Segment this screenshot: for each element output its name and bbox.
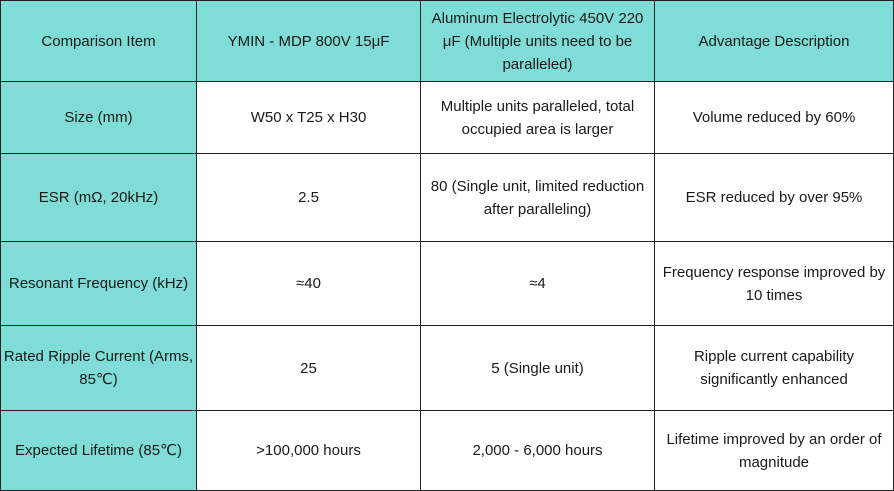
cell-size-aluminum: Multiple units paralleled, total occupie…	[420, 81, 655, 154]
cell-ripple-advantage: Ripple current capability significantly …	[654, 325, 894, 411]
header-aluminum-electrolytic: Aluminum Electrolytic 450V 220 μF (Multi…	[420, 0, 655, 82]
cell-lifetime-aluminum: 2,000 - 6,000 hours	[420, 410, 655, 491]
row-label-ripple-current: Rated Ripple Current (Arms, 85℃)	[0, 325, 197, 411]
row-label-size: Size (mm)	[0, 81, 197, 154]
cell-resonant-advantage: Frequency response improved by 10 times	[654, 241, 894, 326]
table-row-resonant-frequency: Resonant Frequency (kHz) ≈40 ≈4 Frequenc…	[0, 241, 894, 326]
cell-size-ymin: W50 x T25 x H30	[196, 81, 421, 154]
table-row-size: Size (mm) W50 x T25 x H30 Multiple units…	[0, 81, 894, 154]
cell-ripple-aluminum: 5 (Single unit)	[420, 325, 655, 411]
row-label-resonant-frequency: Resonant Frequency (kHz)	[0, 241, 197, 326]
cell-lifetime-ymin: >100,000 hours	[196, 410, 421, 491]
header-comparison-item: Comparison Item	[0, 0, 197, 82]
cell-esr-advantage: ESR reduced by over 95%	[654, 153, 894, 242]
table-header-row: Comparison Item YMIN - MDP 800V 15μF Alu…	[0, 0, 894, 82]
table-row-lifetime: Expected Lifetime (85℃) >100,000 hours 2…	[0, 410, 894, 491]
table-row-esr: ESR (mΩ, 20kHz) 2.5 80 (Single unit, lim…	[0, 153, 894, 242]
header-advantage-description: Advantage Description	[654, 0, 894, 82]
cell-lifetime-advantage: Lifetime improved by an order of magnitu…	[654, 410, 894, 491]
table-row-ripple-current: Rated Ripple Current (Arms, 85℃) 25 5 (S…	[0, 325, 894, 411]
cell-esr-aluminum: 80 (Single unit, limited reduction after…	[420, 153, 655, 242]
cell-resonant-ymin: ≈40	[196, 241, 421, 326]
cell-resonant-aluminum: ≈4	[420, 241, 655, 326]
row-label-lifetime: Expected Lifetime (85℃)	[0, 410, 197, 491]
cell-ripple-ymin: 25	[196, 325, 421, 411]
header-ymin-mdp: YMIN - MDP 800V 15μF	[196, 0, 421, 82]
cell-esr-ymin: 2.5	[196, 153, 421, 242]
cell-size-advantage: Volume reduced by 60%	[654, 81, 894, 154]
row-label-esr: ESR (mΩ, 20kHz)	[0, 153, 197, 242]
